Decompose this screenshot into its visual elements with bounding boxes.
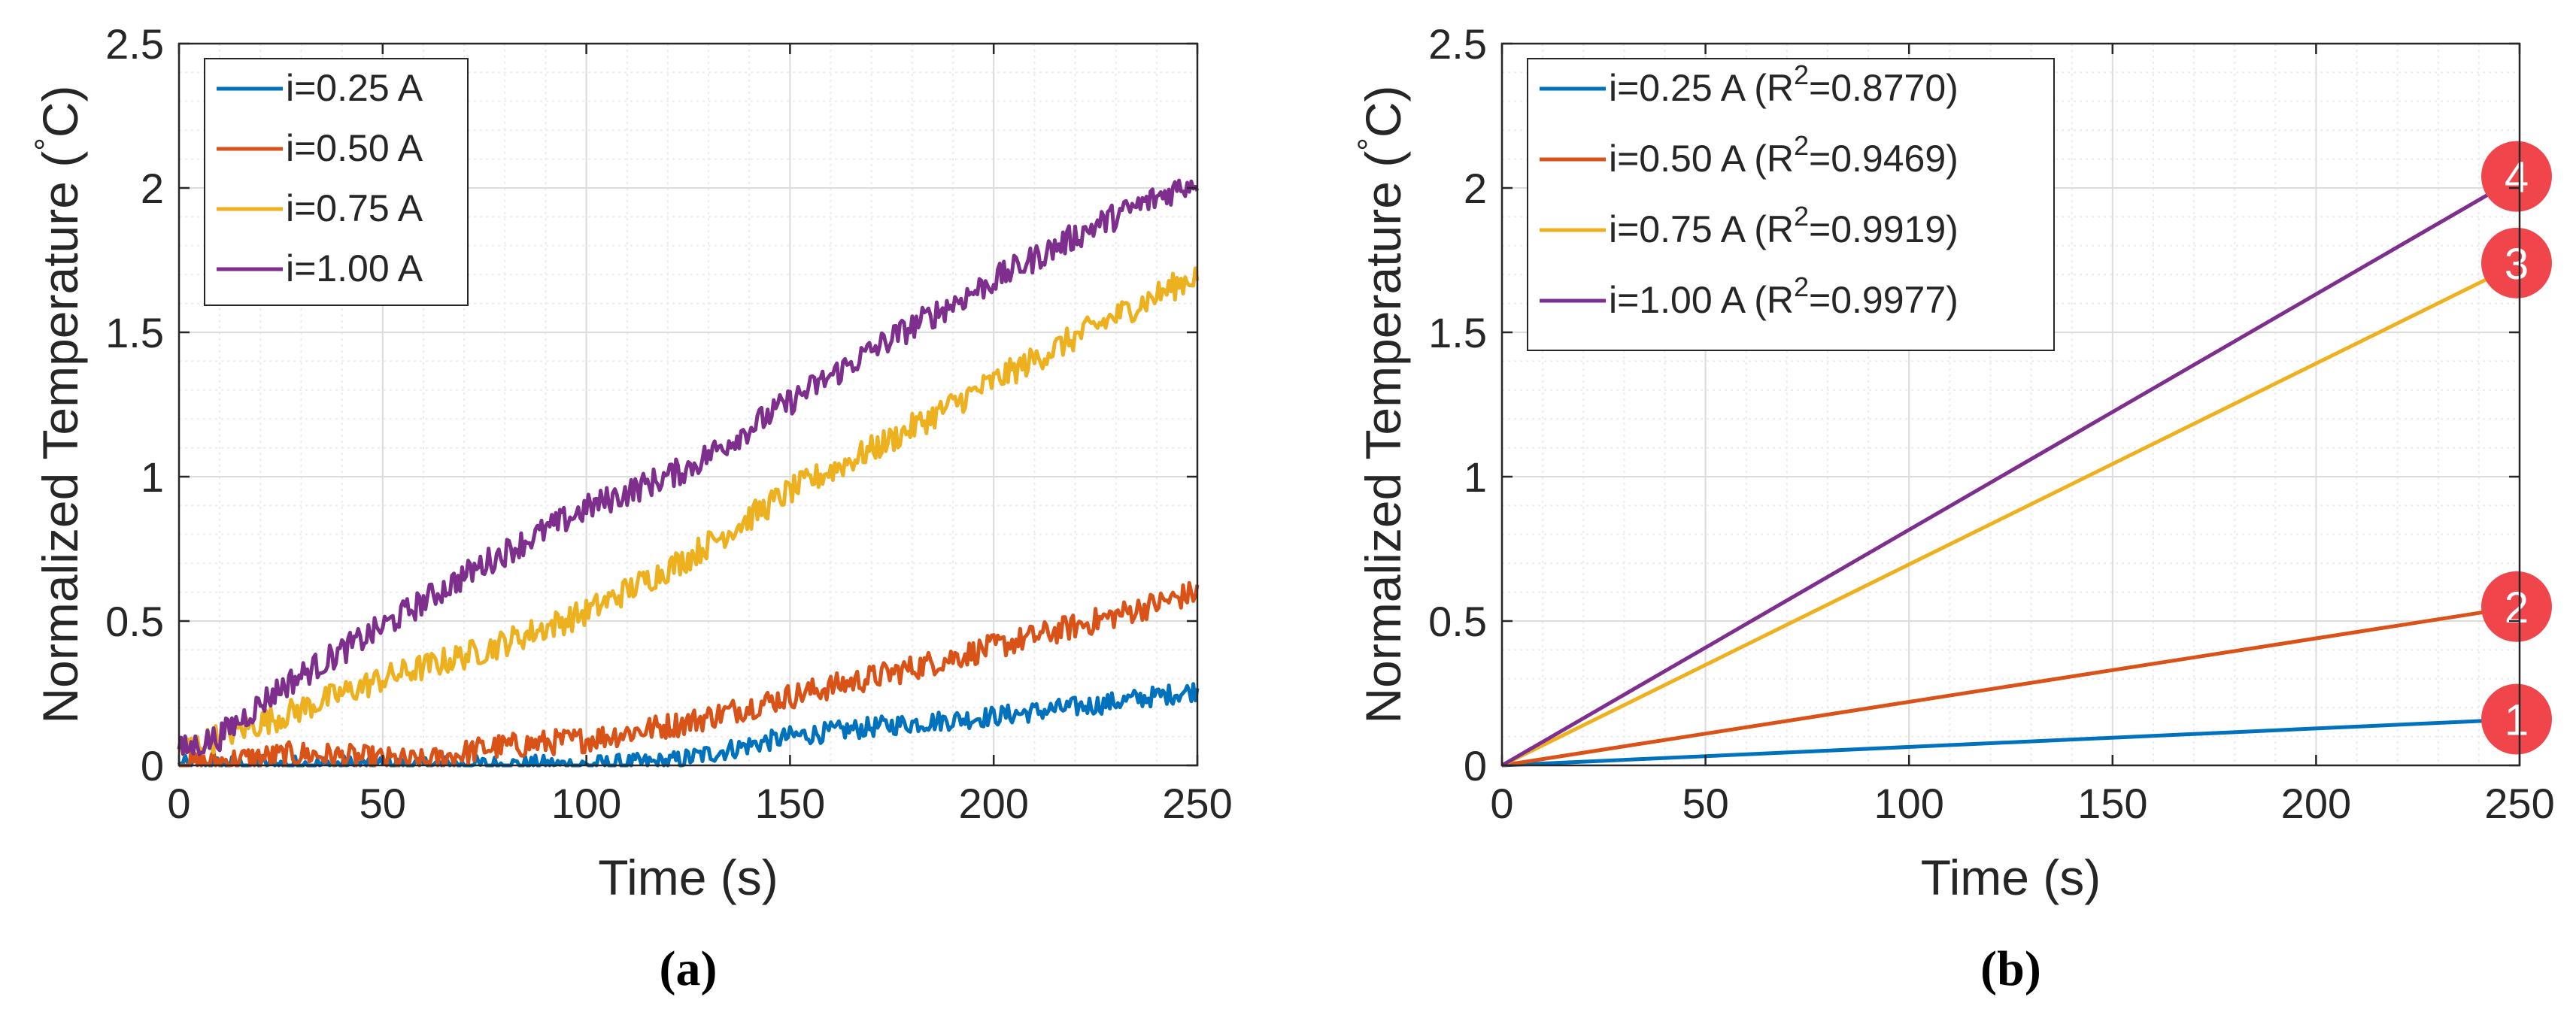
x-axis-label: Time (s) — [598, 850, 778, 905]
legend-box — [204, 58, 469, 306]
series-badge-1: 1 — [2481, 683, 2552, 755]
y-tick-label: 0 — [1464, 742, 1487, 789]
x-tick-label: 0 — [167, 780, 190, 827]
legend-label-suffix: =0.8770) — [1809, 67, 1959, 109]
y-tick-label: 2 — [141, 165, 164, 212]
y-axis-label-degree: ° — [29, 138, 65, 151]
y-tick-label: 1 — [1464, 453, 1487, 501]
series-line-4 — [1500, 174, 2521, 768]
series-badge-3: 3 — [2481, 227, 2552, 298]
series-line-3 — [177, 266, 1200, 756]
legend-label-suffix: =0.9469) — [1809, 138, 1959, 180]
series-line-2 — [1501, 604, 2520, 768]
legend-label-3: i=0.75 A (R2=0.9919) — [1609, 201, 1959, 250]
legend-label-sup: 2 — [1794, 201, 1809, 232]
y-tick-label: 2.5 — [105, 20, 164, 68]
legend-label-sup: 2 — [1794, 59, 1809, 90]
legend-label-name: i=0.50 A — [286, 127, 423, 169]
tick-marks — [1500, 42, 2521, 767]
x-tick-label: 150 — [755, 780, 825, 827]
legend-label-name: i=0.50 A (R — [1609, 138, 1794, 180]
series-line-2 — [179, 580, 1200, 768]
axes-box — [177, 42, 1199, 767]
legend-label-name: i=0.25 A (R — [1609, 67, 1794, 109]
y-tick-label: 1 — [141, 453, 164, 501]
legend-label-3: i=0.75 A — [286, 187, 423, 229]
legend-label-suffix: =0.9919) — [1809, 208, 1959, 250]
panel-label: (b) — [1980, 941, 2041, 996]
legend-label-sup: 2 — [1794, 271, 1809, 302]
legend-label-name: i=1.00 A (R — [1609, 279, 1794, 321]
badge-circle — [2481, 571, 2552, 642]
legend: i=0.25 A (R2=0.8770)i=0.50 A (R2=0.9469)… — [1527, 58, 2055, 351]
chart-panel-b: 1 2 3 4 0 50 100 150 200 250 0 0.5 1 1.5 2 2.5 Time (s) N… — [1352, 20, 2555, 996]
legend-label-name: i=0.75 A — [286, 187, 423, 229]
x-tick-label: 100 — [551, 780, 621, 827]
series-badge-2: 2 — [2481, 571, 2552, 642]
legend-label-sup: 2 — [1794, 130, 1809, 161]
axes-box — [1500, 42, 2521, 767]
y-tick-label: 0.5 — [1428, 598, 1487, 645]
legend-label-1: i=0.25 A (R2=0.8770) — [1609, 59, 1959, 109]
series-badge-4: 4 — [2481, 141, 2552, 212]
badge-label: 3 — [2505, 240, 2529, 289]
y-axis-label: Normalized Temperature (°C) — [1352, 85, 1411, 723]
series-line-3 — [1500, 261, 2521, 768]
legend-label-name: i=0.25 A — [286, 67, 423, 109]
badge-circle — [2481, 683, 2552, 755]
x-axis-label: Time (s) — [1921, 850, 2101, 905]
x-tick-label: 50 — [360, 780, 406, 827]
x-tick-label: 200 — [2281, 780, 2351, 827]
series-line-4 — [177, 178, 1200, 756]
y-tick-label: 2.5 — [1428, 20, 1487, 68]
y-tick-label: 1.5 — [1428, 309, 1487, 356]
badge-label: 1 — [2505, 696, 2529, 745]
legend: i=0.25 A i=0.50 A i=0.75 A i=1.00 A — [204, 58, 469, 306]
series-line-1 — [1501, 717, 2520, 768]
x-tick-label: 150 — [2077, 780, 2147, 827]
x-tick-label: 0 — [1490, 780, 1513, 827]
badge-label: 4 — [2505, 153, 2529, 202]
y-tick-label: 1.5 — [105, 309, 164, 356]
badge-circle — [2481, 141, 2552, 212]
legend-label-2: i=0.50 A (R2=0.9469) — [1609, 130, 1959, 180]
y-tick-label: 0.5 — [105, 598, 164, 645]
legend-label-name: i=1.00 A — [286, 247, 423, 289]
x-tick-label: 100 — [1874, 780, 1943, 827]
legend-label-suffix: =0.9977) — [1809, 279, 1959, 321]
series-group — [1500, 174, 2521, 768]
y-axis-label-degree: ° — [1352, 138, 1388, 151]
legend-label-2: i=0.50 A — [286, 127, 423, 169]
legend-box — [1527, 58, 2055, 351]
y-axis-label-prefix: Normalized Temperature ( — [1355, 151, 1411, 724]
panel-label: (a) — [660, 941, 718, 996]
legend-label-4: i=1.00 A (R2=0.9977) — [1609, 271, 1959, 321]
y-tick-label: 2 — [1464, 165, 1487, 212]
y-axis-label-unit: C) — [32, 85, 88, 138]
legend-label-1: i=0.25 A — [286, 67, 423, 109]
badge-circle — [2481, 227, 2552, 298]
tick-marks — [177, 42, 1199, 767]
legend-label-name: i=0.75 A (R — [1609, 208, 1794, 250]
legend-label-4: i=1.00 A — [286, 247, 423, 289]
series-group — [177, 178, 1200, 768]
y-axis-label-unit: C) — [1355, 85, 1411, 138]
x-tick-label: 200 — [958, 780, 1028, 827]
y-axis-label-prefix: Normalized Temperature ( — [32, 151, 88, 724]
badge-label: 2 — [2505, 583, 2529, 632]
y-axis-label: Normalized Temperature (°C) — [29, 85, 88, 723]
chart-panel-a: 0 50 100 150 200 250 0 0.5 1 1.5 2 2.5 Time (s) Norma… — [29, 20, 1233, 996]
y-tick-label: 0 — [141, 742, 164, 789]
x-tick-label: 250 — [1162, 780, 1232, 827]
x-tick-label: 250 — [2484, 780, 2554, 827]
series-line-1 — [177, 682, 1200, 768]
x-tick-label: 50 — [1682, 780, 1728, 827]
